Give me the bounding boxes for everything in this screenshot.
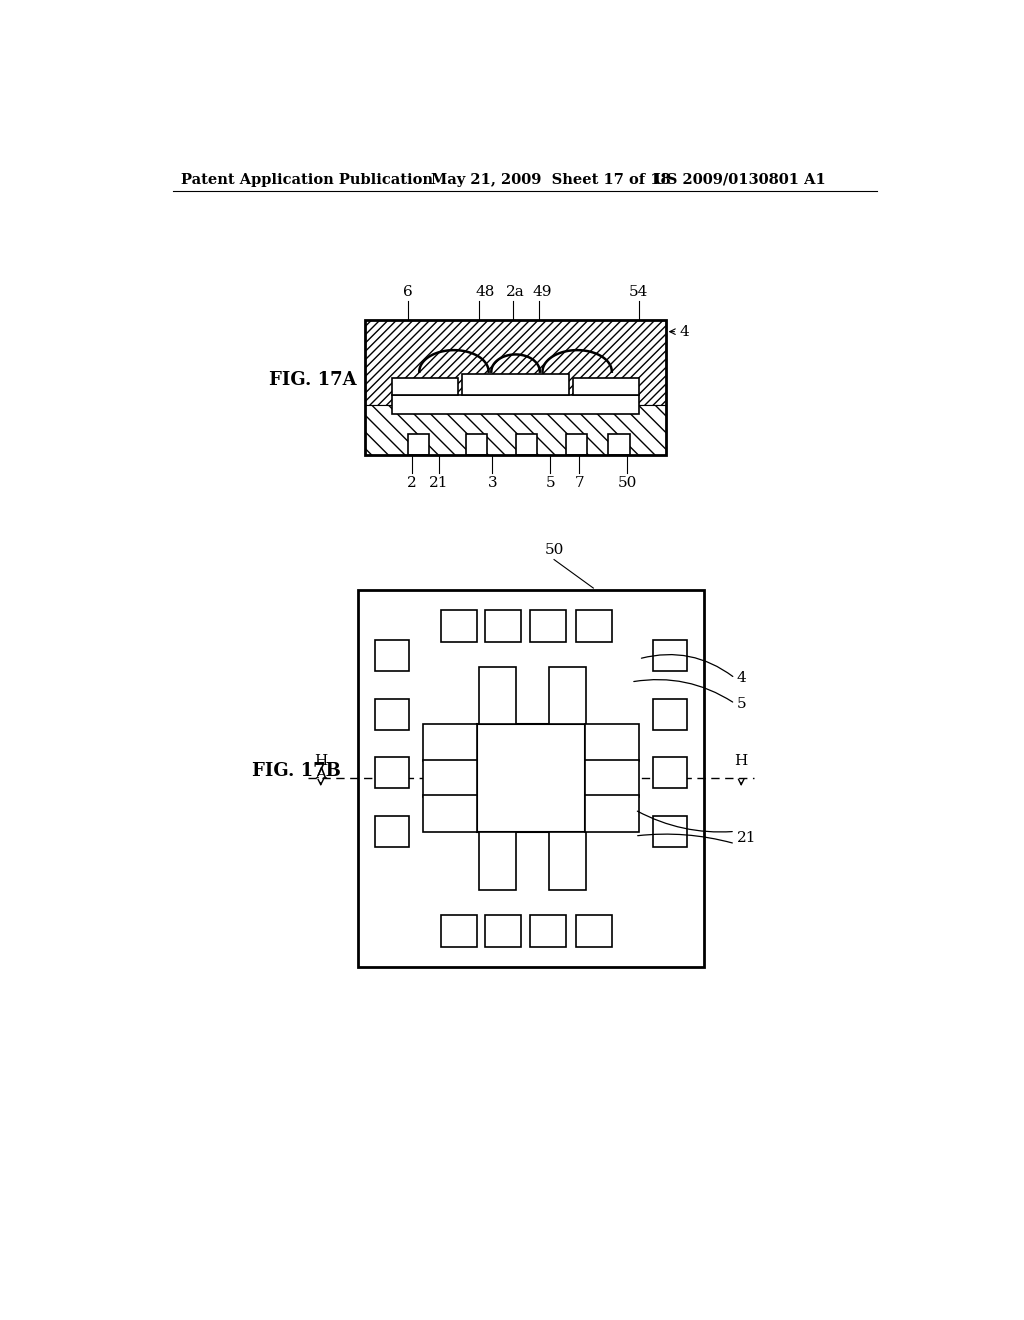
Bar xyxy=(573,378,639,395)
Bar xyxy=(575,610,611,642)
Text: US 2009/0130801 A1: US 2009/0130801 A1 xyxy=(654,173,826,187)
Text: 49: 49 xyxy=(532,285,552,298)
Bar xyxy=(585,725,639,762)
Text: 4: 4 xyxy=(680,325,689,339)
Bar xyxy=(608,434,630,455)
Text: May 21, 2009  Sheet 17 of 18: May 21, 2009 Sheet 17 of 18 xyxy=(431,173,671,187)
Bar xyxy=(392,378,458,395)
Text: 54: 54 xyxy=(629,285,648,298)
Bar xyxy=(366,321,666,405)
Bar xyxy=(375,700,409,730)
Bar xyxy=(423,795,477,832)
Text: 21: 21 xyxy=(429,477,449,491)
Text: 50: 50 xyxy=(545,544,564,557)
Bar xyxy=(477,725,585,832)
Bar xyxy=(462,374,569,395)
Bar xyxy=(585,795,639,832)
Text: 5: 5 xyxy=(546,477,555,491)
Bar xyxy=(408,434,429,455)
Bar xyxy=(441,610,477,642)
Text: 3: 3 xyxy=(487,477,498,491)
Bar xyxy=(357,590,705,966)
Bar xyxy=(585,760,639,797)
Bar xyxy=(423,760,477,797)
Bar xyxy=(423,725,477,762)
Text: H: H xyxy=(734,754,748,768)
Text: 50: 50 xyxy=(617,477,637,491)
Bar xyxy=(392,395,639,414)
Bar xyxy=(653,816,687,847)
Bar xyxy=(653,758,687,788)
Bar xyxy=(653,700,687,730)
Bar xyxy=(375,758,409,788)
Text: 21: 21 xyxy=(736,830,756,845)
Bar xyxy=(479,667,516,725)
Bar xyxy=(549,667,586,725)
Bar xyxy=(530,610,566,642)
Text: FIG. 17B: FIG. 17B xyxy=(252,762,341,780)
Bar xyxy=(441,915,477,946)
Bar xyxy=(484,915,521,946)
Text: FIG. 17A: FIG. 17A xyxy=(269,371,356,389)
Text: 5: 5 xyxy=(736,697,746,710)
Text: H: H xyxy=(314,754,328,768)
Bar xyxy=(466,434,487,455)
Bar xyxy=(653,640,687,671)
Bar xyxy=(530,915,566,946)
Text: 2a: 2a xyxy=(506,285,525,298)
Bar xyxy=(515,434,538,455)
Bar xyxy=(375,816,409,847)
Bar xyxy=(366,405,666,455)
Bar xyxy=(479,832,516,890)
Text: 7: 7 xyxy=(574,477,585,491)
Text: Patent Application Publication: Patent Application Publication xyxy=(180,173,432,187)
Text: 4: 4 xyxy=(736,671,746,685)
Bar xyxy=(484,610,521,642)
Bar xyxy=(549,832,586,890)
Bar xyxy=(366,321,666,455)
Text: 2: 2 xyxy=(407,477,417,491)
Bar xyxy=(575,915,611,946)
Bar xyxy=(565,434,587,455)
Text: 6: 6 xyxy=(402,285,413,298)
Text: A: A xyxy=(315,767,327,781)
Text: 48: 48 xyxy=(475,285,495,298)
Bar xyxy=(375,640,409,671)
